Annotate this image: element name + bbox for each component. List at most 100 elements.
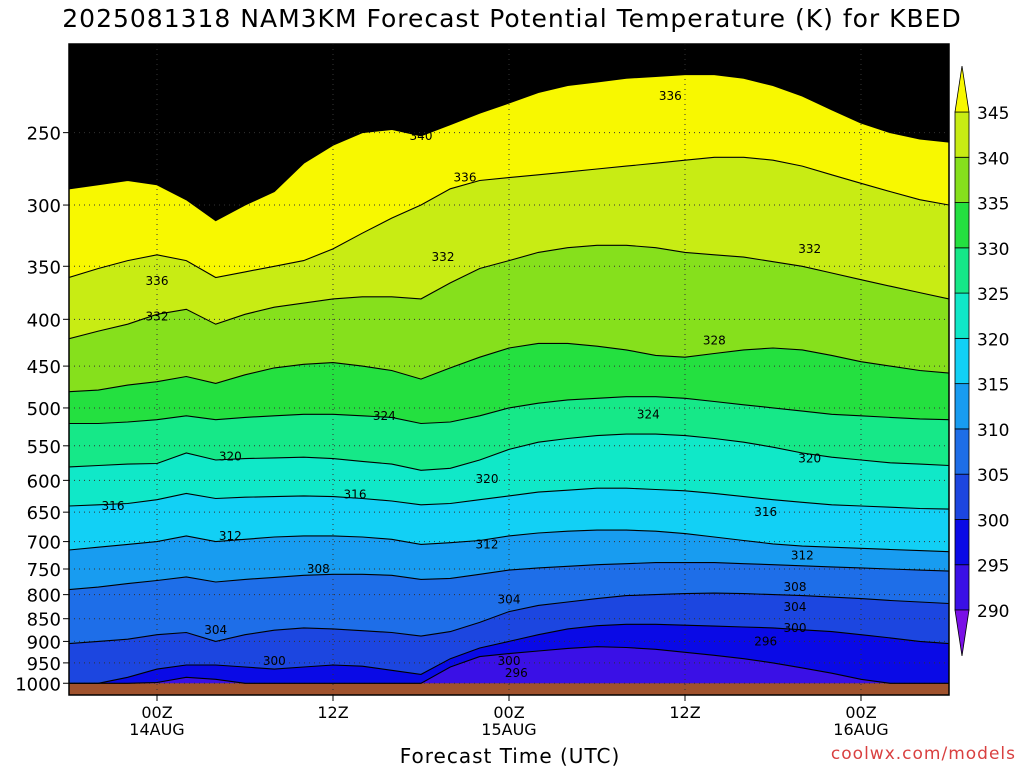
- contour-label: 340: [219, 173, 242, 187]
- y-tick-label: 350: [27, 257, 61, 278]
- colorbar-segment: [954, 111, 970, 158]
- theta-band: [69, 44, 949, 221]
- isentrope-332: [69, 244, 949, 340]
- isentrope-324: [69, 396, 949, 425]
- x-tick-label: 12Z: [317, 703, 348, 722]
- contour-label: 308: [784, 580, 807, 594]
- colorbar-segment: [954, 428, 970, 475]
- colorbar-low-arrow: [954, 609, 970, 657]
- colorbar-label: 335: [977, 195, 1009, 215]
- colorbar-label: 345: [977, 104, 1009, 124]
- isentrope-308: [69, 562, 949, 591]
- contour-label: 324: [637, 407, 660, 421]
- y-tick-label: 400: [27, 310, 61, 331]
- colorbar-label: 315: [977, 376, 1009, 396]
- x-axis: 00Z14AUG202512Z00Z15AUG12Z00Z16AUG: [129, 695, 889, 740]
- y-tick-label: 750: [27, 560, 61, 581]
- colorbar-segment: [954, 202, 970, 249]
- colorbar-label: 295: [977, 557, 1009, 577]
- y-tick-label: 300: [27, 196, 61, 217]
- contour-label: 308: [307, 562, 330, 576]
- y-tick-label: 600: [27, 471, 61, 492]
- colorbar-segment: [954, 292, 970, 339]
- contour-label: 332: [432, 250, 455, 264]
- colorbar: 290 295 300 305 310 315 320 325 330 335 340 345: [954, 65, 1009, 657]
- contour-label: 340: [410, 129, 433, 143]
- y-tick-label: 850: [27, 610, 61, 631]
- y-tick-label: 550: [27, 437, 61, 458]
- theta-band: [69, 343, 949, 424]
- theta-fill-bands: [69, 44, 949, 695]
- y-tick-label: 950: [27, 654, 61, 675]
- contour-label: 332: [146, 309, 169, 323]
- colorbar-segment: [954, 519, 970, 566]
- y-axis: 2503003504004505005506006507007508008509…: [15, 124, 69, 695]
- isentrope-contours: [69, 74, 949, 684]
- contour-label: 300: [498, 654, 521, 668]
- credit-text: coolwx.com/models: [830, 744, 1016, 764]
- isentrope-328: [69, 342, 949, 393]
- contour-label: 336: [454, 171, 477, 185]
- contour-label: 320: [476, 472, 499, 486]
- colorbar-segment: [954, 337, 970, 385]
- contour-label: 304: [784, 600, 807, 614]
- contour-label: 312: [791, 549, 814, 563]
- x-axis-label: Forecast Time (UTC): [399, 744, 621, 768]
- x-tick-label: 14AUG: [129, 720, 184, 739]
- colorbar-segment: [954, 156, 970, 203]
- contour-label: 296: [754, 634, 777, 648]
- colorbar-label: 340: [977, 149, 1009, 169]
- contour-label: 316: [102, 499, 125, 513]
- x-tick-label: 16AUG: [833, 720, 888, 739]
- x-tick-label: 00Z: [141, 703, 172, 722]
- y-tick-label: 650: [27, 503, 61, 524]
- contour-label: 304: [204, 623, 227, 637]
- contour-label: 332: [798, 242, 821, 256]
- contour-label: 336: [659, 89, 682, 103]
- x-tick-label: 12Z: [669, 703, 700, 722]
- contour-label: 316: [344, 488, 367, 502]
- isentrope-296: [69, 646, 949, 684]
- colorbar-segment: [954, 247, 970, 294]
- x-tick-label: 2025: [137, 737, 178, 740]
- colorbar-label: 320: [977, 330, 1009, 350]
- colorbar-segment: [954, 473, 970, 520]
- y-tick-label: 900: [27, 632, 61, 653]
- isentrope-336: [69, 156, 949, 279]
- isentrope-320: [69, 433, 949, 471]
- contour-label: 300: [263, 654, 286, 668]
- y-tick-label: 250: [27, 124, 61, 145]
- colorbar-segment: [954, 564, 970, 611]
- contour-label: 336: [146, 274, 169, 288]
- colorbar-high-arrow: [954, 65, 970, 113]
- theta-band: [69, 74, 949, 278]
- y-tick-label: 800: [27, 586, 61, 607]
- x-tick-label: 15AUG: [481, 720, 536, 739]
- colorbar-label: 325: [977, 285, 1009, 305]
- colorbar-label: 300: [977, 511, 1009, 531]
- contour-label: 320: [798, 452, 821, 466]
- contour-label: 324: [373, 409, 396, 423]
- contour-label: 312: [219, 529, 242, 543]
- contour-label: 320: [219, 449, 242, 463]
- theta-band: [69, 562, 949, 644]
- theta-band: [69, 593, 949, 684]
- y-tick-label: 1000: [15, 674, 61, 695]
- isentrope-300: [69, 623, 949, 684]
- isentrope-304: [69, 592, 949, 645]
- grid-lines: [69, 44, 949, 695]
- chart-title: 2025081318 NAM3KM Forecast Potential Tem…: [62, 4, 962, 33]
- y-tick-label: 700: [27, 533, 61, 554]
- contour-label: 316: [754, 505, 777, 519]
- contour-label: 312: [476, 537, 499, 551]
- colorbar-segment: [954, 383, 970, 430]
- contour-label: 340: [806, 82, 829, 96]
- colorbar-label: 305: [977, 466, 1009, 486]
- x-tick-label: 00Z: [845, 703, 876, 722]
- colorbar-label: 290: [977, 602, 1009, 622]
- theta-band: [69, 245, 949, 392]
- contour-label: 328: [703, 334, 726, 348]
- isentrope-312: [69, 529, 949, 553]
